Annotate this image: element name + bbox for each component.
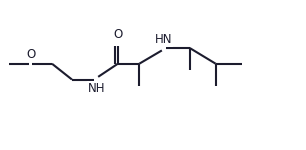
Text: HN: HN (155, 33, 173, 46)
Text: NH: NH (88, 82, 105, 95)
Text: O: O (113, 27, 122, 40)
Text: O: O (26, 48, 35, 62)
